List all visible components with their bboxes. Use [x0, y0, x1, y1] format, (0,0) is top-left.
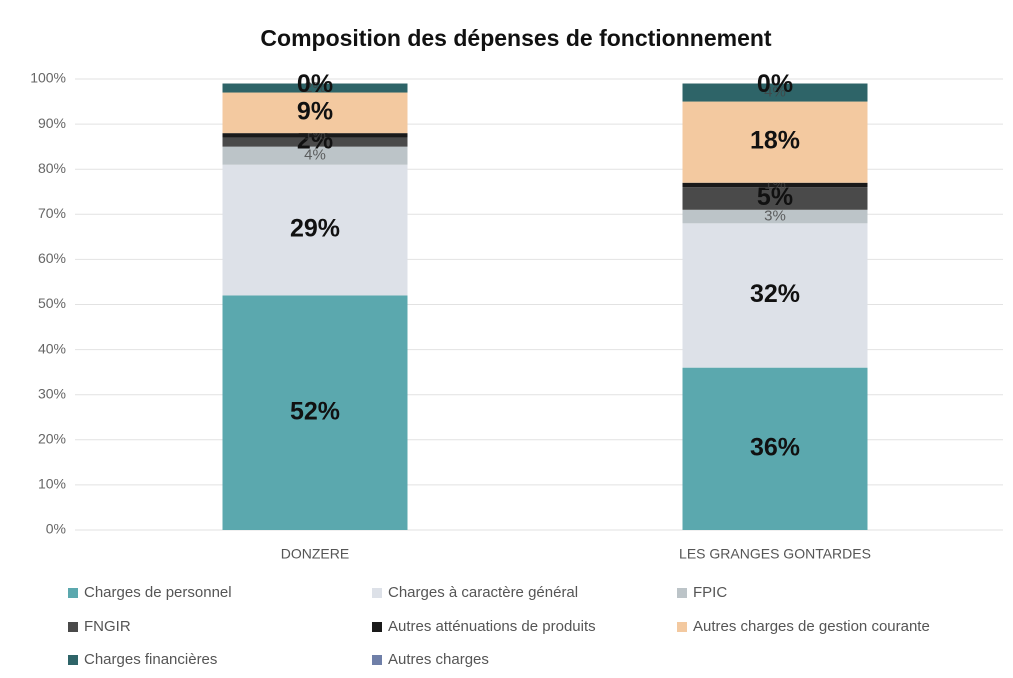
bar-segment: [222, 164, 408, 296]
legend-swatch: [677, 622, 687, 632]
legend-label: FNGIR: [84, 618, 131, 635]
bar-segment: [682, 209, 868, 224]
y-tick-label: 50%: [38, 295, 66, 311]
data-label: 9%: [297, 97, 333, 125]
data-label: 0%: [757, 70, 793, 98]
legend-swatch: [677, 588, 687, 598]
y-tick-label: 10%: [38, 476, 66, 492]
data-label: 29%: [290, 215, 340, 243]
x-tick-label: DONZERE: [281, 546, 349, 562]
legend-swatch: [372, 588, 382, 598]
y-tick-label: 80%: [38, 160, 66, 176]
data-label: 36%: [750, 433, 800, 461]
data-label: 32%: [750, 280, 800, 308]
data-label: 18%: [750, 127, 800, 155]
bar-segment: [682, 101, 868, 183]
bar-segment: [222, 83, 408, 93]
bar-segment: [222, 137, 408, 147]
bar-segment: [682, 367, 868, 530]
data-label: 52%: [290, 397, 340, 425]
y-tick-label: 30%: [38, 385, 66, 401]
y-tick-label: 20%: [38, 431, 66, 447]
bar-segment: [682, 83, 868, 102]
legend-label: Autres charges: [388, 651, 489, 668]
y-tick-label: 100%: [30, 70, 66, 86]
legend-swatch: [68, 588, 78, 598]
bar-segment: [222, 133, 408, 138]
legend-label: FPIC: [693, 584, 727, 601]
data-label: 3%: [764, 208, 786, 225]
data-label: 0%: [297, 70, 333, 98]
y-tick-label: 60%: [38, 250, 66, 266]
y-tick-label: 90%: [38, 115, 66, 131]
legend-label: Charges de personnel: [84, 584, 232, 601]
legend-label: Charges à caractère général: [388, 584, 578, 601]
y-tick-label: 70%: [38, 205, 66, 221]
y-tick-label: 40%: [38, 340, 66, 356]
bar-segment: [222, 146, 408, 165]
data-label: 2%: [304, 79, 326, 96]
chart-title: Composition des dépenses de fonctionneme…: [260, 25, 772, 51]
legend-label: Autres atténuations de produits: [388, 618, 596, 635]
bar-segment: [222, 92, 408, 134]
data-label: 4%: [304, 147, 326, 164]
legend-label: Charges financières: [84, 651, 217, 668]
legend-swatch: [372, 655, 382, 665]
legend-swatch: [372, 622, 382, 632]
legend-swatch: [68, 655, 78, 665]
bar-segment: [682, 223, 868, 368]
bar-segment: [682, 187, 868, 210]
legend-swatch: [68, 622, 78, 632]
legend-label: Autres charges de gestion courante: [693, 618, 930, 635]
x-tick-label: LES GRANGES GONTARDES: [679, 546, 871, 562]
data-label: 4%: [764, 83, 786, 100]
data-label: 5%: [757, 183, 793, 211]
bar-segment: [222, 295, 408, 530]
bar-segment: [682, 182, 868, 188]
y-tick-label: 0%: [46, 521, 66, 537]
